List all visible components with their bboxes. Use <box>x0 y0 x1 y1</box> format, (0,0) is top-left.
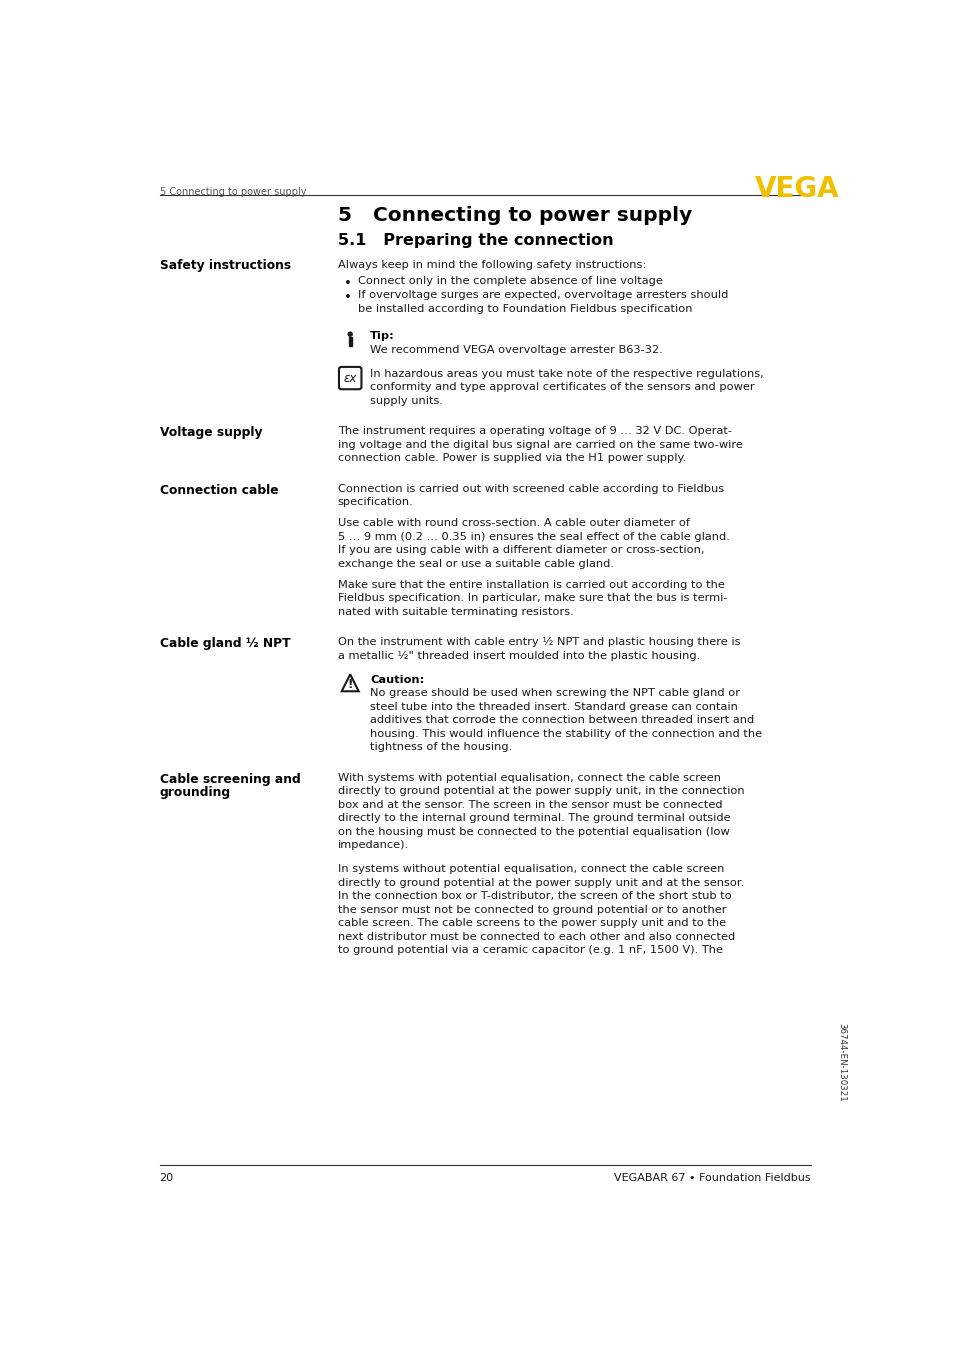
Text: on the housing must be connected to the potential equalisation (low: on the housing must be connected to the … <box>337 826 729 837</box>
Text: Make sure that the entire installation is carried out according to the: Make sure that the entire installation i… <box>337 580 724 590</box>
Text: Cable gland ½ NPT: Cable gland ½ NPT <box>159 638 290 650</box>
Text: specification.: specification. <box>337 497 413 506</box>
Text: grounding: grounding <box>159 787 231 799</box>
Text: supply units.: supply units. <box>370 395 443 406</box>
Text: If you are using cable with a different diameter or cross-section,: If you are using cable with a different … <box>337 546 703 555</box>
Text: εx: εx <box>343 371 356 385</box>
Text: steel tube into the threaded insert. Standard grease can contain: steel tube into the threaded insert. Sta… <box>370 701 738 712</box>
Text: In hazardous areas you must take note of the respective regulations,: In hazardous areas you must take note of… <box>370 368 763 379</box>
Text: In systems without potential equalisation, connect the cable screen: In systems without potential equalisatio… <box>337 864 723 875</box>
Text: •: • <box>344 276 352 290</box>
Text: 5 … 9 mm (0.2 … 0.35 in) ensures the seal effect of the cable gland.: 5 … 9 mm (0.2 … 0.35 in) ensures the sea… <box>337 532 729 542</box>
Text: 36744-EN-130321: 36744-EN-130321 <box>836 1024 845 1102</box>
Text: Use cable with round cross-section. A cable outer diameter of: Use cable with round cross-section. A ca… <box>337 519 689 528</box>
Text: Always keep in mind the following safety instructions:: Always keep in mind the following safety… <box>337 260 645 269</box>
Text: directly to ground potential at the power supply unit and at the sensor.: directly to ground potential at the powe… <box>337 877 743 888</box>
Text: Safety instructions: Safety instructions <box>159 260 291 272</box>
Text: !: ! <box>347 678 353 692</box>
Text: directly to the internal ground terminal. The ground terminal outside: directly to the internal ground terminal… <box>337 814 730 823</box>
Text: Connection cable: Connection cable <box>159 483 278 497</box>
Text: next distributor must be connected to each other and also connected: next distributor must be connected to ea… <box>337 932 734 942</box>
Text: Fieldbus specification. In particular, make sure that the bus is termi-: Fieldbus specification. In particular, m… <box>337 593 726 604</box>
Text: exchange the seal or use a suitable cable gland.: exchange the seal or use a suitable cabl… <box>337 559 613 569</box>
Text: ing voltage and the digital bus signal are carried on the same two-wire: ing voltage and the digital bus signal a… <box>337 440 741 450</box>
Text: nated with suitable terminating resistors.: nated with suitable terminating resistor… <box>337 607 573 617</box>
Text: 5 Connecting to power supply: 5 Connecting to power supply <box>159 187 306 198</box>
Text: Voltage supply: Voltage supply <box>159 427 262 439</box>
Text: be installed according to Foundation Fieldbus specification: be installed according to Foundation Fie… <box>357 303 692 314</box>
Text: In the connection box or T-distributor, the screen of the short stub to: In the connection box or T-distributor, … <box>337 891 731 902</box>
Circle shape <box>348 332 352 336</box>
Text: the sensor must not be connected to ground potential or to another: the sensor must not be connected to grou… <box>337 904 725 915</box>
Text: On the instrument with cable entry ½ NPT and plastic housing there is: On the instrument with cable entry ½ NPT… <box>337 638 740 647</box>
Text: If overvoltage surges are expected, overvoltage arresters should: If overvoltage surges are expected, over… <box>357 290 727 301</box>
Text: tightness of the housing.: tightness of the housing. <box>370 742 512 753</box>
Text: cable screen. The cable screens to the power supply unit and to the: cable screen. The cable screens to the p… <box>337 918 725 929</box>
Text: VEGABAR 67 • Foundation Fieldbus: VEGABAR 67 • Foundation Fieldbus <box>614 1173 810 1183</box>
FancyBboxPatch shape <box>349 337 352 345</box>
Text: to ground potential via a ceramic capacitor (e.g. 1 nF, 1500 V). The: to ground potential via a ceramic capaci… <box>337 945 722 955</box>
Text: Connection is carried out with screened cable according to Fieldbus: Connection is carried out with screened … <box>337 483 723 494</box>
Text: 5.1   Preparing the connection: 5.1 Preparing the connection <box>337 233 613 248</box>
Text: connection cable. Power is supplied via the H1 power supply.: connection cable. Power is supplied via … <box>337 454 685 463</box>
Text: With systems with potential equalisation, connect the cable screen: With systems with potential equalisation… <box>337 773 720 783</box>
Text: box and at the sensor. The screen in the sensor must be connected: box and at the sensor. The screen in the… <box>337 800 721 810</box>
Text: Connect only in the complete absence of line voltage: Connect only in the complete absence of … <box>357 276 662 286</box>
Text: 5   Connecting to power supply: 5 Connecting to power supply <box>337 206 691 225</box>
Text: 20: 20 <box>159 1173 173 1183</box>
Text: No grease should be used when screwing the NPT cable gland or: No grease should be used when screwing t… <box>370 688 740 699</box>
Text: impedance).: impedance). <box>337 839 409 850</box>
Text: conformity and type approval certificates of the sensors and power: conformity and type approval certificate… <box>370 382 754 393</box>
Text: Caution:: Caution: <box>370 674 424 685</box>
Polygon shape <box>341 674 358 692</box>
Text: housing. This would influence the stability of the connection and the: housing. This would influence the stabil… <box>370 728 761 739</box>
FancyBboxPatch shape <box>338 367 361 389</box>
Text: directly to ground potential at the power supply unit, in the connection: directly to ground potential at the powe… <box>337 787 743 796</box>
Text: We recommend VEGA overvoltage arrester B63-32.: We recommend VEGA overvoltage arrester B… <box>370 344 662 355</box>
Text: VEGA: VEGA <box>754 175 839 203</box>
Text: The instrument requires a operating voltage of 9 … 32 V DC. Operat-: The instrument requires a operating volt… <box>337 427 731 436</box>
Text: •: • <box>344 291 352 305</box>
Text: Cable screening and: Cable screening and <box>159 773 300 785</box>
Text: Tip:: Tip: <box>370 332 395 341</box>
Text: additives that corrode the connection between threaded insert and: additives that corrode the connection be… <box>370 715 754 726</box>
Text: a metallic ½" threaded insert moulded into the plastic housing.: a metallic ½" threaded insert moulded in… <box>337 651 700 661</box>
